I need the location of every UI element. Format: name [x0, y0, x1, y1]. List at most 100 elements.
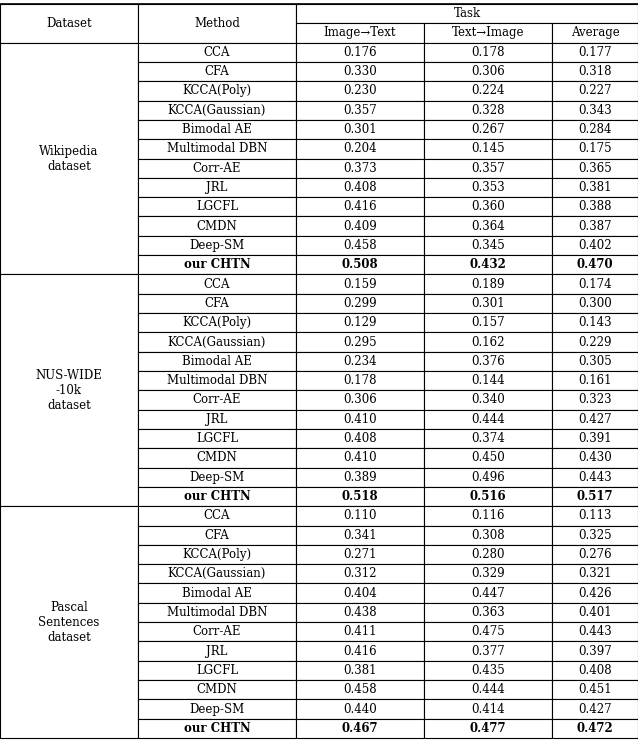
Bar: [296, 275, 424, 294]
Text: KCCA(Gaussian): KCCA(Gaussian): [168, 568, 266, 580]
Text: 0.387: 0.387: [578, 220, 612, 233]
Bar: [552, 159, 638, 178]
Text: 0.388: 0.388: [578, 200, 612, 213]
Bar: [424, 680, 552, 700]
Bar: [424, 603, 552, 622]
Text: 0.230: 0.230: [343, 85, 377, 97]
Text: CFA: CFA: [205, 297, 230, 310]
Bar: [296, 139, 424, 159]
Bar: [296, 352, 424, 371]
Bar: [552, 467, 638, 487]
Bar: [552, 622, 638, 641]
Text: Bimodal AE: Bimodal AE: [182, 587, 252, 600]
Text: LGCFL: LGCFL: [196, 432, 238, 445]
Bar: [424, 197, 552, 217]
Text: CCA: CCA: [204, 509, 230, 522]
Bar: [138, 410, 296, 429]
Bar: [552, 332, 638, 352]
Bar: [138, 680, 296, 700]
Bar: [424, 101, 552, 120]
Text: Deep-SM: Deep-SM: [189, 703, 244, 715]
Bar: [552, 255, 638, 275]
Text: 0.397: 0.397: [578, 645, 612, 657]
Bar: [424, 641, 552, 660]
Bar: [138, 487, 296, 506]
Bar: [552, 352, 638, 371]
Bar: [424, 429, 552, 448]
Text: CMDN: CMDN: [197, 220, 237, 233]
Text: 0.516: 0.516: [470, 490, 507, 503]
Text: 0.427: 0.427: [578, 413, 612, 426]
Bar: [552, 197, 638, 217]
Text: 0.408: 0.408: [343, 181, 377, 194]
Bar: [424, 236, 552, 255]
Bar: [552, 236, 638, 255]
Text: Corr-AE: Corr-AE: [193, 162, 241, 174]
Text: CMDN: CMDN: [197, 683, 237, 696]
Text: Multimodal DBN: Multimodal DBN: [167, 606, 267, 619]
Bar: [296, 506, 424, 525]
Bar: [296, 583, 424, 603]
Text: LGCFL: LGCFL: [196, 664, 238, 677]
Text: Deep-SM: Deep-SM: [189, 239, 244, 252]
Text: 0.364: 0.364: [471, 220, 505, 233]
Bar: [552, 719, 638, 738]
Text: 0.271: 0.271: [343, 548, 377, 561]
Bar: [138, 275, 296, 294]
Bar: [552, 82, 638, 101]
Text: 0.143: 0.143: [578, 316, 612, 329]
Bar: [552, 487, 638, 506]
Bar: [296, 545, 424, 564]
Bar: [296, 603, 424, 622]
Bar: [424, 82, 552, 101]
Text: 0.161: 0.161: [578, 374, 612, 387]
Bar: [138, 525, 296, 545]
Bar: [424, 525, 552, 545]
Bar: [138, 641, 296, 660]
Text: KCCA(Gaussian): KCCA(Gaussian): [168, 104, 266, 116]
Text: 0.175: 0.175: [578, 142, 612, 155]
Bar: [296, 564, 424, 583]
Bar: [552, 429, 638, 448]
Text: 0.427: 0.427: [578, 703, 612, 715]
Text: 0.129: 0.129: [343, 316, 377, 329]
Bar: [296, 371, 424, 390]
Text: 0.308: 0.308: [471, 529, 505, 542]
Text: 0.438: 0.438: [343, 606, 377, 619]
Text: 0.435: 0.435: [471, 664, 505, 677]
Text: 0.330: 0.330: [343, 65, 377, 78]
Text: 0.341: 0.341: [343, 529, 377, 542]
Text: 0.416: 0.416: [343, 200, 377, 213]
Text: 0.426: 0.426: [578, 587, 612, 600]
Bar: [552, 139, 638, 159]
Text: LGCFL: LGCFL: [196, 200, 238, 213]
Text: 0.410: 0.410: [343, 413, 377, 426]
Text: 0.440: 0.440: [343, 703, 377, 715]
Bar: [552, 680, 638, 700]
Text: 0.458: 0.458: [343, 239, 377, 252]
Text: 0.353: 0.353: [471, 181, 505, 194]
Bar: [138, 660, 296, 680]
Text: 0.475: 0.475: [471, 626, 505, 638]
Text: 0.408: 0.408: [578, 664, 612, 677]
Bar: [424, 332, 552, 352]
Text: 0.340: 0.340: [471, 393, 505, 407]
Bar: [552, 641, 638, 660]
Text: Multimodal DBN: Multimodal DBN: [167, 374, 267, 387]
Bar: [138, 390, 296, 410]
Text: 0.416: 0.416: [343, 645, 377, 657]
Text: 0.301: 0.301: [471, 297, 505, 310]
Text: 0.176: 0.176: [343, 46, 377, 59]
Bar: [424, 217, 552, 236]
Bar: [0, 42, 138, 275]
Bar: [424, 178, 552, 197]
Bar: [296, 313, 424, 332]
Text: 0.276: 0.276: [578, 548, 612, 561]
Text: 0.430: 0.430: [578, 451, 612, 464]
Text: 0.157: 0.157: [471, 316, 505, 329]
Text: 0.318: 0.318: [578, 65, 612, 78]
Bar: [424, 410, 552, 429]
Text: Multimodal DBN: Multimodal DBN: [167, 142, 267, 155]
Bar: [296, 429, 424, 448]
Bar: [138, 467, 296, 487]
